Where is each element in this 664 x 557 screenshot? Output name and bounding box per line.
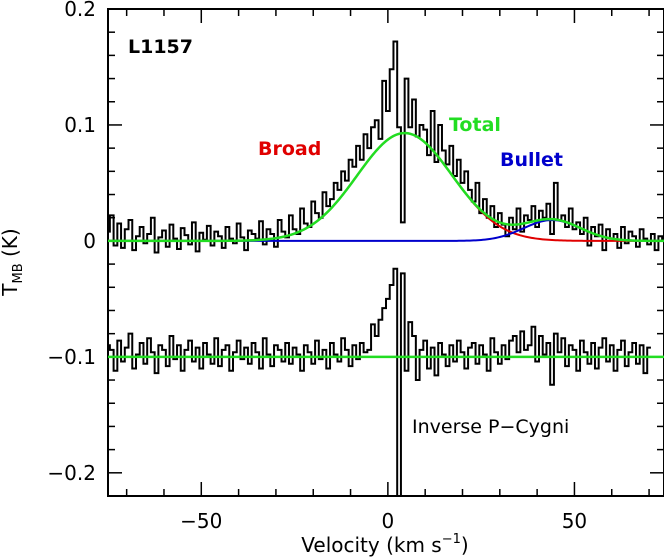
data-layer (108, 40, 664, 496)
residual-label: Inverse P−Cygni (412, 416, 569, 438)
bullet-label: Bullet (500, 149, 563, 171)
x-axis-title-main: Velocity (km s (301, 533, 441, 557)
x-tick-label: 0 (381, 509, 394, 533)
total-label: Total (449, 114, 501, 136)
x-tick-label: 50 (562, 509, 587, 533)
y-tick-label: 0.1 (64, 113, 96, 137)
total-fit-line (108, 131, 664, 243)
y-axis-title: TMB (K) (0, 228, 26, 296)
x-axis-title-close: ) (461, 533, 469, 557)
spectrum-trace (108, 40, 664, 254)
broad-label: Broad (258, 138, 321, 160)
y-tick-label: −0.1 (47, 345, 96, 369)
y-tick-label: −0.2 (47, 461, 96, 485)
y-axis-title-sub: MB (11, 263, 26, 283)
plot-frame (107, 8, 664, 497)
axis-tick-labels: −50 0 50 −0.2 −0.1 0 0.1 0.2 (47, 0, 587, 533)
y-tick-label: 0 (83, 229, 96, 253)
residual-trace (108, 267, 651, 496)
y-axis-title-main: T (0, 283, 22, 297)
x-tick-label: −50 (180, 509, 222, 533)
y-tick-label: 0.2 (64, 0, 96, 21)
axis-ticks (108, 8, 664, 497)
x-axis-title: Velocity (km s−1) (301, 532, 468, 557)
x-axis-title-sup: −1 (442, 532, 461, 547)
y-axis-title-unit: (K) (0, 228, 22, 263)
source-label: L1157 (128, 36, 193, 58)
